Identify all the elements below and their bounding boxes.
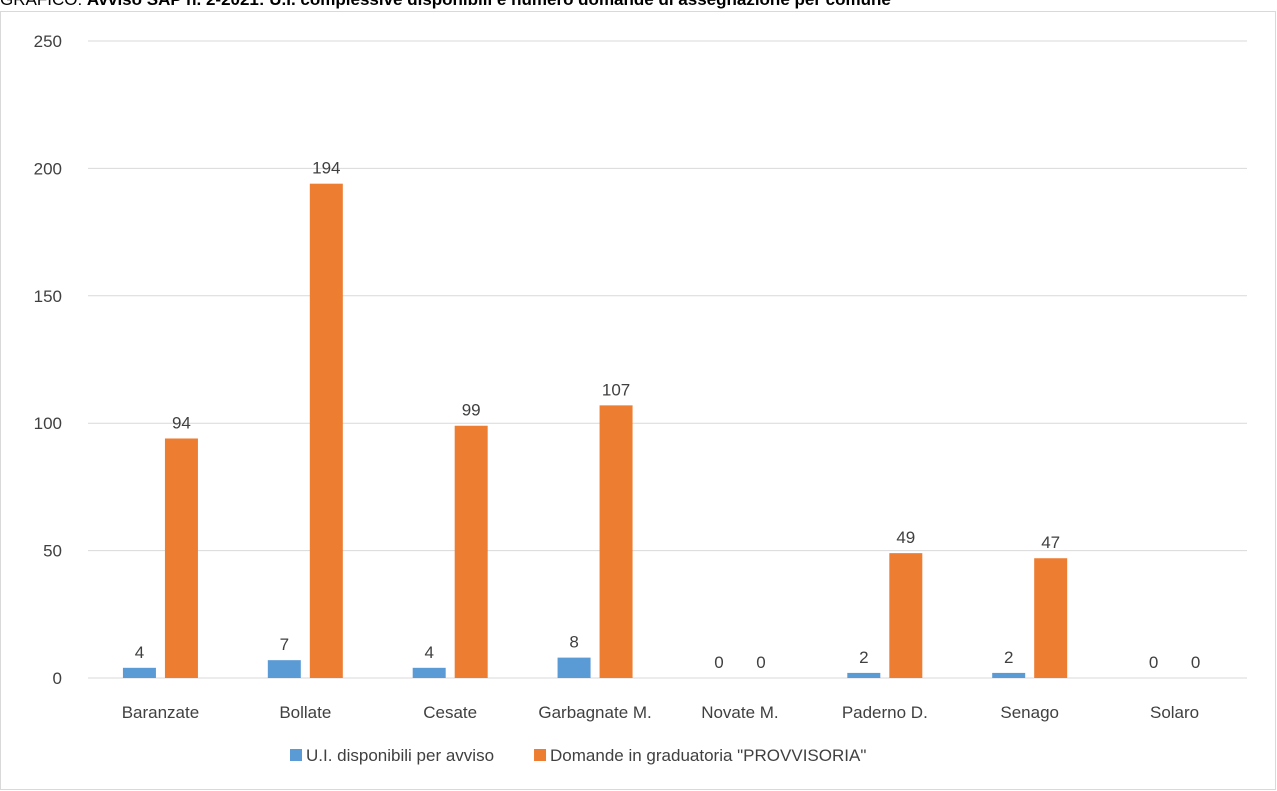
bar — [164, 438, 198, 678]
x-tick-label: Bollate — [279, 703, 331, 722]
bar — [454, 425, 488, 678]
legend-label: U.I. disponibili per avviso — [306, 746, 494, 765]
data-label: 94 — [172, 413, 191, 432]
y-tick-label: 150 — [34, 287, 62, 306]
legend-swatch — [534, 749, 547, 761]
legend-swatch — [290, 749, 302, 761]
bar — [309, 183, 343, 679]
x-tick-label: Paderno D. — [842, 703, 928, 722]
bar — [599, 405, 633, 678]
y-axis-tick-labels: 0 50 100 150 200 250 — [34, 32, 62, 688]
data-label: 0 — [1149, 653, 1158, 672]
legend: U.I. disponibili per avviso Domande in gr… — [290, 746, 866, 765]
gridlines — [88, 40, 1247, 679]
legend-label: Domande in graduatoria "PROVVISORIA" — [550, 746, 866, 765]
data-label: 49 — [896, 528, 915, 547]
x-tick-label: Cesate — [423, 703, 477, 722]
bar — [992, 672, 1026, 678]
data-label: 194 — [312, 159, 340, 178]
x-tick-label: Solaro — [1150, 703, 1199, 722]
data-label: 7 — [280, 635, 289, 654]
bar — [412, 667, 446, 678]
data-label: 0 — [756, 653, 765, 672]
bar — [122, 667, 156, 678]
bar — [557, 657, 591, 678]
bar — [267, 660, 301, 678]
data-label: 0 — [1191, 653, 1200, 672]
bar — [1034, 558, 1068, 678]
chart-title-main: Avviso SAP n. 2-2021: U.I. complessive d… — [87, 0, 891, 9]
data-label: 107 — [602, 380, 630, 399]
x-axis-tick-labels: Baranzate Bollate Cesate Garbagnate M. Novat… — [122, 703, 1199, 722]
x-tick-label: Novate M. — [701, 703, 778, 722]
bars — [122, 183, 1068, 679]
data-label: 99 — [462, 401, 481, 420]
y-tick-label: 0 — [53, 669, 62, 688]
x-tick-label: Senago — [1000, 703, 1059, 722]
y-tick-label: 50 — [43, 542, 62, 561]
data-label: 2 — [859, 648, 868, 667]
data-label: 0 — [714, 653, 723, 672]
chart-title: GRAFICO: Avviso SAP n. 2-2021: U.I. comp… — [0, 0, 891, 10]
data-label: 4 — [135, 643, 144, 662]
bar — [847, 672, 881, 678]
data-labels: 4 94 7 194 4 99 8 107 0 0 2 49 2 47 0 0 — [135, 159, 1201, 672]
chart-title-prefix: GRAFICO: — [0, 0, 82, 9]
y-tick-label: 250 — [34, 32, 62, 51]
data-label: 4 — [424, 643, 433, 662]
x-tick-label: Garbagnate M. — [538, 703, 651, 722]
data-label: 47 — [1041, 533, 1060, 552]
chart-frame — [0, 11, 1276, 790]
y-tick-label: 100 — [34, 414, 62, 433]
x-tick-label: Baranzate — [122, 703, 200, 722]
data-label: 8 — [569, 633, 578, 652]
data-label: 2 — [1004, 648, 1013, 667]
y-tick-label: 200 — [34, 159, 62, 178]
bar — [889, 553, 923, 678]
